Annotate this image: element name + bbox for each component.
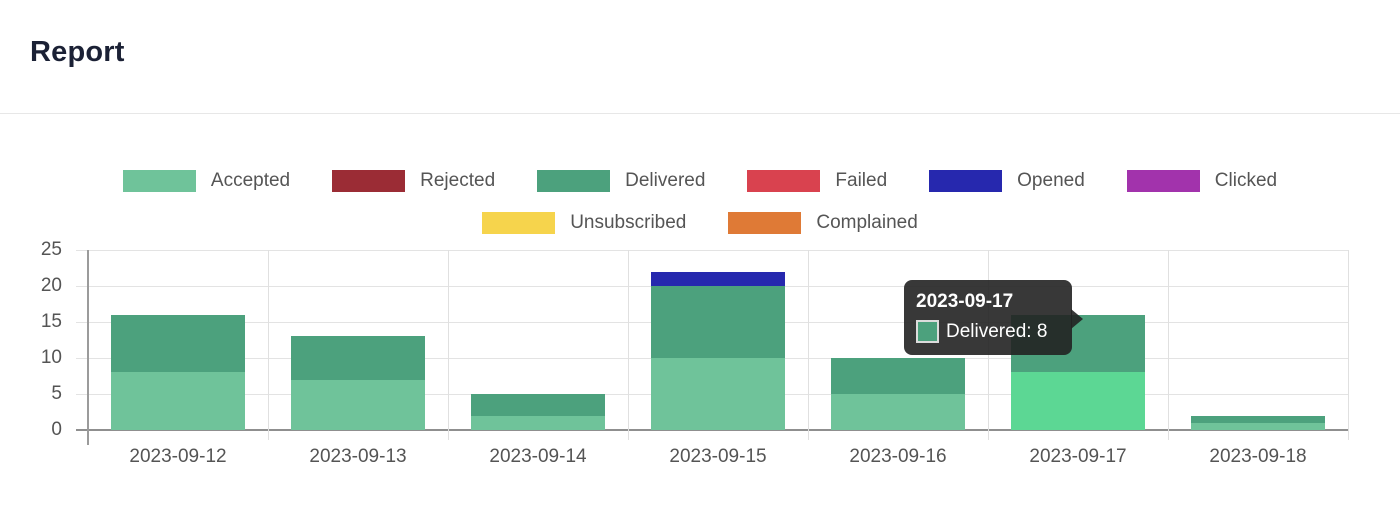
y-axis-tick-label: 10 [40, 347, 62, 368]
bar-segment-delivered[interactable] [831, 358, 965, 394]
y-axis-tick-label: 0 [51, 419, 62, 440]
bar-segment-accepted[interactable] [471, 415, 605, 430]
gridline-vertical [1348, 250, 1349, 440]
gridline-vertical [1168, 250, 1169, 440]
gridline-horizontal [76, 250, 1348, 251]
x-axis-tick-label: 2023-09-16 [849, 446, 947, 467]
legend-label: Unsubscribed [570, 212, 687, 233]
legend-item-rejected[interactable]: Rejected [332, 170, 495, 192]
chart-tooltip: 2023-09-17 Delivered: 8 [904, 280, 1083, 355]
y-axis-tick-label: 5 [51, 383, 62, 404]
tooltip-series-swatch [916, 320, 939, 343]
x-axis-tick-label: 2023-09-13 [309, 446, 407, 467]
legend-swatch-failed [747, 170, 821, 192]
tooltip-body: Delivered: 8 [916, 320, 1060, 343]
legend-row: Accepted Rejected Delivered Failed Opened Cli… [0, 168, 1400, 194]
bar-segment-accepted[interactable] [111, 372, 245, 430]
bar-segment-accepted[interactable] [651, 358, 785, 430]
gridline-vertical [628, 250, 629, 440]
legend-swatch-complained [728, 212, 802, 234]
legend-label: Accepted [210, 170, 291, 191]
legend-swatch-unsubscribed [482, 212, 556, 234]
bar-segment-delivered[interactable] [291, 336, 425, 380]
page-header: Report [0, 0, 1400, 114]
legend-label: Failed [835, 170, 888, 191]
x-axis-tick-label: 2023-09-17 [1029, 446, 1127, 467]
x-axis-line [76, 429, 1348, 431]
bar-segment-accepted[interactable] [831, 394, 965, 430]
legend-item-failed[interactable]: Failed [747, 170, 887, 192]
legend-swatch-delivered [537, 170, 611, 192]
legend-item-complained[interactable]: Complained [728, 212, 918, 234]
legend-label: Complained [816, 212, 918, 233]
y-axis-tick-label: 25 [40, 239, 62, 260]
y-axis-line [87, 250, 89, 445]
bar-segment-delivered[interactable] [651, 286, 785, 358]
x-axis-tick-label: 2023-09-15 [669, 446, 767, 467]
gridline-vertical [448, 250, 449, 440]
legend-row: Unsubscribed Complained [0, 210, 1400, 236]
chart-legend: Accepted Rejected Delivered Failed Opened Cli… [0, 168, 1400, 252]
legend-label: Delivered [625, 170, 706, 191]
y-axis-tick-label: 20 [40, 275, 62, 296]
bar-segment-delivered[interactable] [471, 394, 605, 416]
bar-segment-delivered[interactable] [1191, 415, 1325, 423]
legend-label: Clicked [1214, 170, 1278, 191]
tooltip-label: Delivered: 8 [946, 321, 1048, 342]
legend-item-accepted[interactable]: Accepted [122, 170, 291, 192]
legend-swatch-rejected [332, 170, 406, 192]
tooltip-title: 2023-09-17 [916, 291, 1014, 312]
y-axis-tick-label: 15 [40, 311, 62, 332]
legend-item-clicked[interactable]: Clicked [1126, 170, 1278, 192]
gridline-vertical [808, 250, 809, 440]
bar-segment-accepted[interactable] [1011, 372, 1145, 430]
page-title: Report [30, 36, 125, 68]
legend-item-opened[interactable]: Opened [929, 170, 1085, 192]
bar-segment-opened[interactable] [651, 271, 785, 286]
bar-segment-accepted[interactable] [291, 379, 425, 430]
legend-label: Rejected [420, 170, 496, 191]
tooltip-caret [1071, 309, 1083, 329]
legend-item-delivered[interactable]: Delivered [537, 170, 705, 192]
legend-label: Opened [1017, 170, 1085, 191]
legend-swatch-clicked [1126, 170, 1200, 192]
legend-item-unsubscribed[interactable]: Unsubscribed [482, 212, 686, 234]
x-axis-tick-label: 2023-09-14 [489, 446, 587, 467]
gridline-vertical [268, 250, 269, 440]
bar-segment-delivered[interactable] [111, 314, 245, 373]
legend-swatch-opened [929, 170, 1003, 192]
x-axis-tick-label: 2023-09-18 [1209, 446, 1307, 467]
legend-swatch-accepted [122, 170, 196, 192]
x-axis-tick-label: 2023-09-12 [129, 446, 227, 467]
bar-segment-accepted[interactable] [1191, 422, 1325, 430]
